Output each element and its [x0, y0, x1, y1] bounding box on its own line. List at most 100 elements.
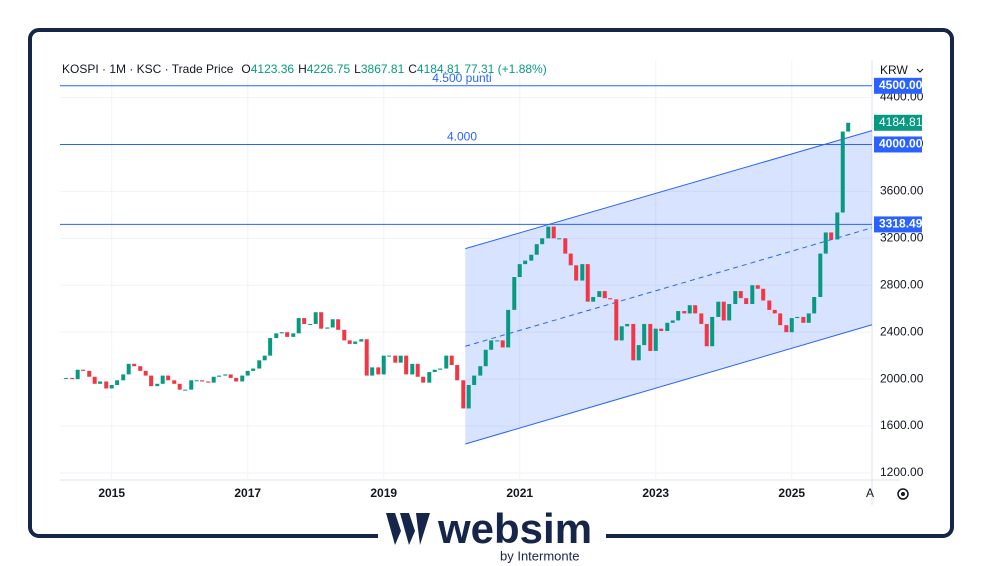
level-tag-label: 3318.49 — [879, 217, 923, 231]
header-change: 77.31 (+1.88%) — [464, 62, 546, 76]
settings-icon[interactable] — [897, 488, 909, 500]
candle — [591, 296, 596, 302]
candle — [670, 320, 675, 323]
candle — [761, 288, 766, 301]
candle — [308, 323, 313, 325]
candle — [421, 376, 426, 383]
candle — [534, 244, 539, 255]
candle — [64, 377, 69, 379]
ohlc-key: H — [298, 62, 307, 76]
candle — [70, 377, 75, 380]
candle — [676, 311, 681, 321]
candle — [359, 339, 364, 342]
candle — [778, 313, 783, 326]
candle — [466, 384, 471, 409]
candle — [149, 375, 154, 387]
candle — [268, 338, 273, 356]
header-symbol: KOSPI · 1M · KSC · Trade Price — [62, 62, 234, 76]
candle — [302, 318, 307, 324]
candle — [710, 316, 715, 347]
candle — [291, 333, 296, 337]
currency-caret[interactable] — [916, 68, 924, 73]
candle — [472, 375, 477, 385]
candle — [682, 311, 687, 314]
candle — [585, 264, 590, 302]
candle — [636, 345, 641, 361]
candle — [801, 316, 806, 323]
candle — [104, 381, 109, 389]
candle — [789, 318, 794, 333]
last-price-label: 4184.81 — [879, 115, 923, 129]
candle — [506, 309, 511, 348]
candle — [387, 355, 392, 357]
candle — [81, 369, 86, 371]
candle — [393, 355, 398, 363]
candle — [240, 375, 245, 382]
candle — [177, 383, 182, 390]
candle — [557, 238, 562, 240]
level-tag-label: 4000.00 — [879, 137, 923, 151]
candle — [512, 277, 517, 310]
logo-by: by Intermonte — [500, 548, 580, 563]
y-tick-label: 1600.00 — [880, 418, 924, 432]
x-tick-label: 2017 — [234, 486, 261, 500]
candle — [704, 323, 709, 347]
candle — [444, 355, 449, 369]
candle — [376, 367, 381, 375]
level-tag — [874, 216, 922, 233]
candle — [183, 389, 188, 391]
level-tag-label: 4500.00 — [879, 78, 923, 92]
candle — [347, 340, 352, 344]
candle — [772, 309, 777, 314]
ohlc-key: C — [408, 62, 417, 76]
currency[interactable]: KRW — [880, 63, 908, 77]
ohlc-key: O — [241, 62, 250, 76]
ohlc-value: 4123.36 — [251, 62, 295, 76]
x-edge-label: A — [866, 486, 874, 500]
candle — [126, 363, 131, 375]
ohlc-value: 4184.81 — [417, 62, 461, 76]
candle — [733, 291, 738, 305]
candle — [755, 285, 760, 289]
candle — [551, 226, 556, 239]
candle — [279, 332, 284, 334]
candle — [483, 349, 488, 367]
candle — [257, 360, 262, 369]
candle — [846, 122, 851, 132]
candle — [172, 380, 177, 384]
candle — [285, 332, 290, 337]
candle — [296, 318, 301, 334]
y-tick-label: 2400.00 — [880, 324, 924, 338]
candle — [200, 380, 205, 382]
candle — [806, 313, 811, 323]
y-tick-label: 3600.00 — [880, 184, 924, 198]
candle — [642, 323, 647, 346]
candle — [211, 376, 216, 383]
level-label: 4.500 punti — [432, 71, 491, 85]
candle — [438, 368, 443, 370]
candle — [687, 305, 692, 314]
candle — [336, 319, 341, 330]
candle — [716, 301, 721, 317]
candle — [540, 238, 545, 245]
candle — [109, 384, 114, 389]
candle — [166, 375, 171, 381]
y-tick-label: 1200.00 — [880, 465, 924, 479]
ohlc-value: 4226.75 — [307, 62, 351, 76]
x-tick-label: 2015 — [98, 486, 125, 500]
candle — [432, 369, 437, 373]
candle — [602, 291, 607, 299]
candle — [121, 374, 126, 381]
candle — [223, 374, 228, 376]
candle — [738, 291, 743, 299]
candle — [398, 355, 403, 363]
candle — [631, 323, 636, 361]
candle — [574, 265, 579, 281]
candle — [500, 340, 505, 348]
candle — [194, 380, 199, 382]
channel-lower — [465, 324, 873, 445]
candle — [234, 377, 239, 382]
x-tick-label: 2021 — [506, 486, 533, 500]
candle — [665, 322, 670, 332]
